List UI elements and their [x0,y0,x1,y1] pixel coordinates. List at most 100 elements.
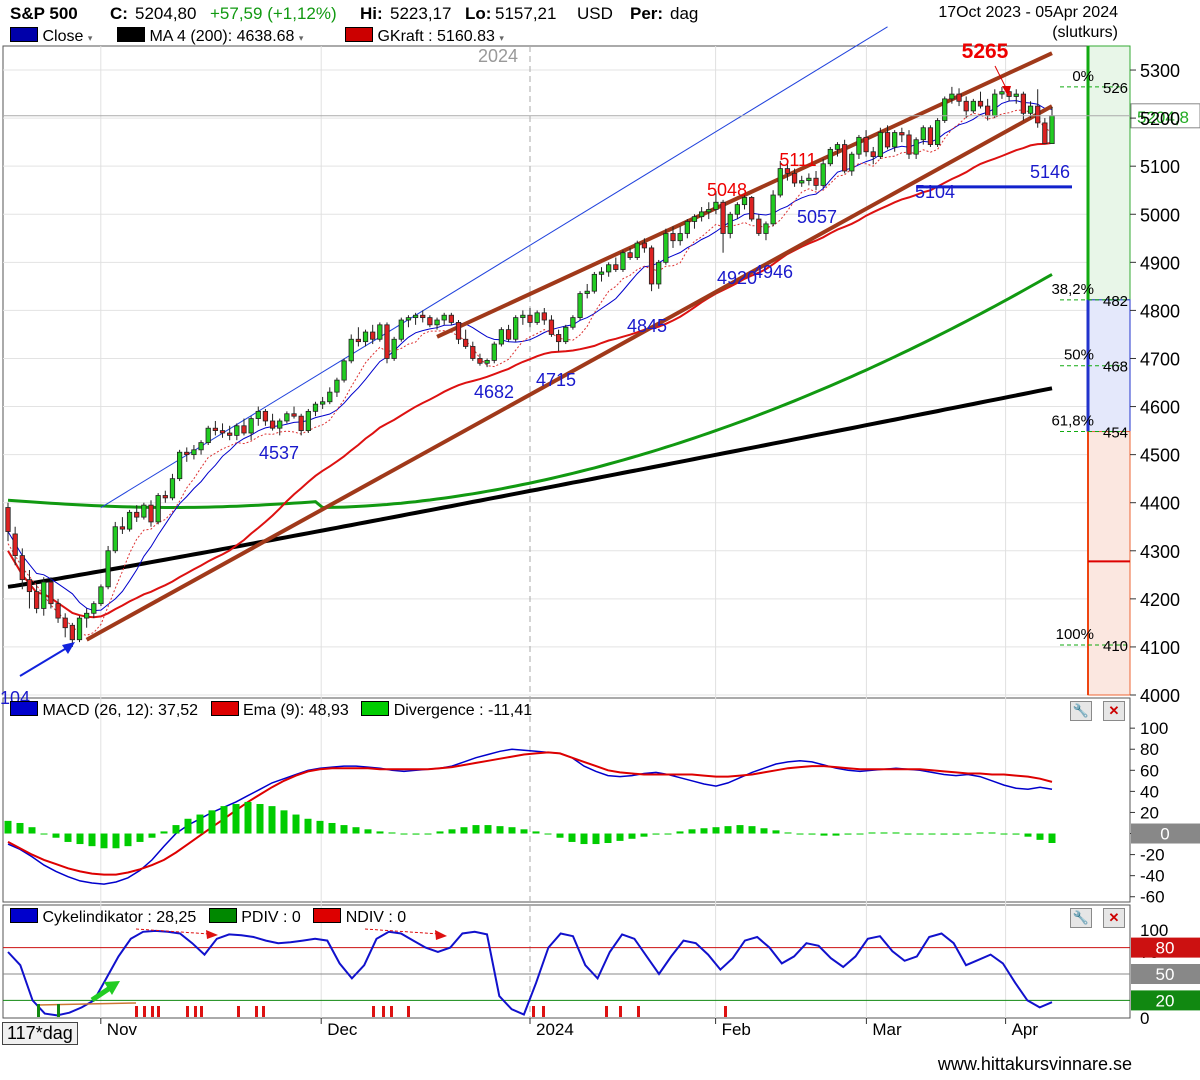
divergence-bar [712,827,720,834]
candle-body [162,495,168,499]
divergence-bar [160,831,168,834]
candle-body [720,201,726,234]
top-arrow-head [1002,86,1011,96]
price-tick-label: 5000 [1140,205,1180,225]
fib-zone-lower [1087,431,1131,696]
divergence-bar [844,833,852,835]
candle-body [1013,93,1019,97]
chevron-down-icon[interactable]: ▾ [298,33,304,43]
divergence-bar [748,826,756,834]
change-value: +57,59 (+1,12%) [210,4,337,23]
chevron-down-icon[interactable]: ▾ [87,33,93,43]
macd-tick-label: 80 [1140,740,1159,759]
legend-ma[interactable]: MA 4 (200): 4638.68 ▾ [117,27,303,46]
legend-gkraft-swatch [345,27,373,42]
price-annotation: 5057 [797,207,837,227]
divergence-bar [652,833,660,835]
year-marker-label: 2024 [478,46,518,66]
candle-body [205,427,211,444]
candle-body [98,586,104,605]
candle-body [756,218,762,234]
candle-body [663,233,669,263]
candle-body [999,91,1005,95]
divergence-bar [64,833,72,842]
ndiv-marker [605,1006,608,1017]
candle-body [598,271,605,275]
candle-body [327,391,333,403]
price-annotation: 5048 [707,180,747,200]
candle-body [176,451,183,480]
chevron-down-icon[interactable]: ▾ [499,33,504,43]
divergence-bar [580,833,588,845]
candle-body [169,478,176,499]
candle-body [248,418,254,434]
divergence-bar [40,833,48,835]
cycle-threshold-box [1131,937,1200,958]
legend-close[interactable]: Close ▾ [10,27,92,46]
candle-body [126,511,133,530]
candle-body [899,132,905,136]
ndiv-arrow-head [435,930,447,940]
symbol-title: S&P 500 [10,4,78,23]
price-tick-label: 4500 [1140,446,1180,466]
candle-body [691,216,698,222]
candle-body [269,420,276,429]
macd-close-button[interactable]: ✕ [1103,701,1125,721]
price-tick-label: 4300 [1140,542,1180,562]
candle-body [112,526,118,552]
cycle-settings-button[interactable]: 🔧 [1070,908,1092,928]
candle-body [977,100,984,107]
close-label: C: [110,4,128,23]
price-annotation: 4845 [627,316,667,336]
divergence-bar [1048,833,1056,843]
divergence-bar [628,833,636,839]
divergence-bar [220,806,228,834]
candle-body [584,290,590,294]
legend-close-label: Close [42,28,84,45]
ndiv-marker [724,1006,727,1017]
ema-swatch [210,701,239,716]
divergence-bar [532,831,540,834]
period-label: Per: [630,4,664,23]
candle-body [12,533,18,556]
candle-body [827,148,833,165]
fib-level-value: 482 [1103,293,1128,310]
period-box[interactable]: 117*dag [2,1022,78,1045]
macd-tick-label: 20 [1140,803,1159,822]
x-tick-label: 2024 [536,1020,574,1039]
price-tick-label: 5300 [1140,61,1180,81]
divergence-bar [280,810,288,834]
ndiv-marker [200,1006,203,1017]
divergence-bar [328,822,336,834]
ndiv-marker [135,1006,138,1017]
ma-long-line [7,386,1053,589]
divergence-bar [664,833,672,835]
candle-body [620,252,626,270]
cycle-threshold-box [1131,990,1200,1011]
divergence-bar [1036,833,1044,840]
x-tick-label: Apr [1012,1020,1039,1039]
divergence-bar [148,833,156,838]
candle-body [1042,122,1048,144]
legend-gkraft[interactable]: GKraft : 5160.83 ▾ [345,27,504,46]
candle-body [627,252,633,258]
macd-settings-button[interactable]: 🔧 [1070,701,1092,721]
candle-body [255,410,261,419]
candle-body [341,360,347,381]
ema-line [7,751,1053,876]
candle-body [942,98,948,121]
divergence-bar [364,829,372,834]
candle-body [370,331,376,340]
price-tick-label: 4100 [1140,638,1180,658]
candle-body [834,144,841,150]
fib-level-label: 38,2% [1051,281,1094,298]
divergence-bar [556,833,564,838]
candle-body [856,136,862,155]
candle-body [505,329,512,340]
cycle-line [7,929,1053,1017]
cycle-swatch [10,908,38,923]
ndiv-legend-label: NDIV : 0 [345,909,407,926]
cycle-close-button[interactable]: ✕ [1103,908,1125,928]
fib-level-value: 526 [1103,80,1128,97]
price-tick-label: 5200 [1140,109,1180,129]
